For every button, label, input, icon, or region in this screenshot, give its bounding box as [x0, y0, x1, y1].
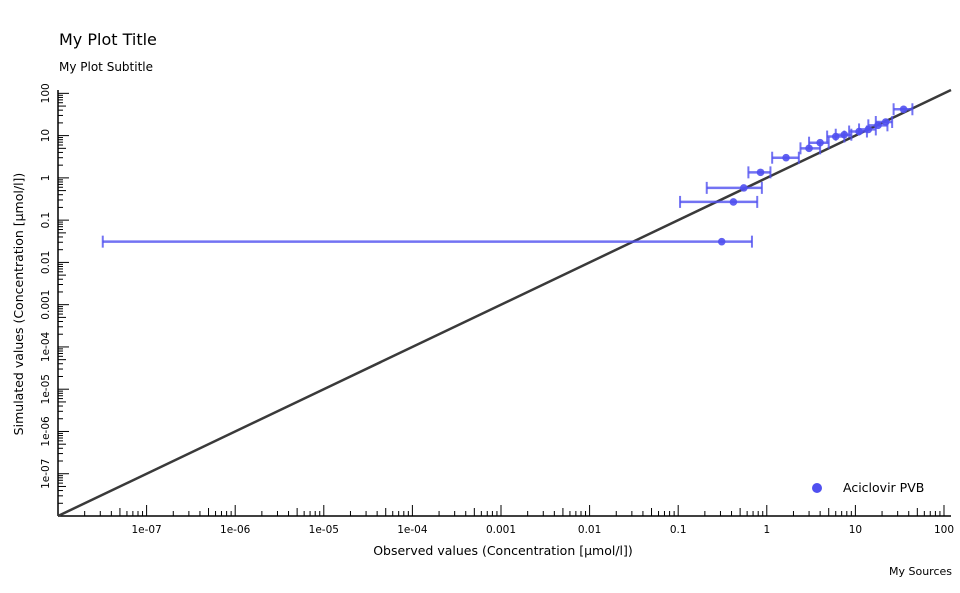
- y-tick-label: 0.01: [40, 251, 52, 274]
- data-point: [855, 127, 863, 136]
- data-point: [756, 168, 765, 177]
- chart-legend: Aciclovir PVB: [812, 480, 924, 495]
- x-tick-label: 0.001: [486, 524, 516, 536]
- x-tick-label: 1e-06: [220, 524, 251, 536]
- data-point: [831, 132, 840, 141]
- data-point: [717, 237, 726, 246]
- chart-marks: [57, 88, 952, 518]
- data-point: [739, 184, 748, 192]
- data-point: [874, 121, 882, 130]
- x-axis-label: Observed values (Concentration [µmol/l]): [373, 543, 633, 558]
- y-tick-label: 100: [40, 83, 52, 103]
- y-tick-label: 10: [40, 129, 52, 142]
- chart-title: My Plot Title: [59, 30, 157, 49]
- y-tick-label: 0.001: [40, 290, 52, 320]
- data-point: [881, 118, 890, 126]
- chart-subtitle: My Plot Subtitle: [59, 60, 154, 74]
- x-tick-label: 10: [849, 524, 862, 536]
- x-tick-label: 1e-07: [131, 524, 161, 536]
- x-tick-label: 0.1: [670, 524, 687, 536]
- chart-caption: My Sources: [888, 565, 952, 578]
- data-point: [864, 125, 873, 134]
- y-tick-label: 1e-07: [40, 459, 52, 489]
- x-tick-label: 1e-05: [309, 524, 339, 536]
- data-point: [729, 198, 738, 206]
- x-tick-label: 100: [934, 524, 954, 536]
- y-tick-label: 1e-05: [40, 374, 52, 404]
- data-point: [782, 153, 790, 162]
- x-tick-label: 0.01: [578, 524, 601, 536]
- y-axis-label: Simulated values (Concentration [µmol/l]…: [11, 173, 26, 436]
- data-point: [816, 138, 824, 147]
- legend-label: Aciclovir PVB: [843, 480, 924, 495]
- legend-marker: [812, 483, 822, 493]
- identity-line: [57, 88, 952, 518]
- y-tick-label: 1e-06: [40, 416, 52, 447]
- data-point: [840, 130, 849, 139]
- data-point: [899, 105, 908, 114]
- x-tick-label: 1e-04: [397, 524, 428, 536]
- x-tick-label: 1: [763, 524, 770, 536]
- chart-axes: 1e-07 1e-06 1e-05 1e-04 0.001 0.01 0.1 1 10 100 1e…: [40, 83, 954, 536]
- y-tick-label: 1e-04: [40, 331, 52, 362]
- y-tick-label: 1: [40, 175, 52, 182]
- y-tick-label: 0.1: [40, 212, 52, 229]
- data-point: [805, 144, 813, 153]
